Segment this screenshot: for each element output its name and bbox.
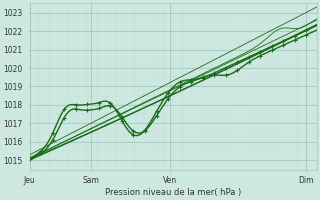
- X-axis label: Pression niveau de la mer( hPa ): Pression niveau de la mer( hPa ): [105, 188, 241, 197]
